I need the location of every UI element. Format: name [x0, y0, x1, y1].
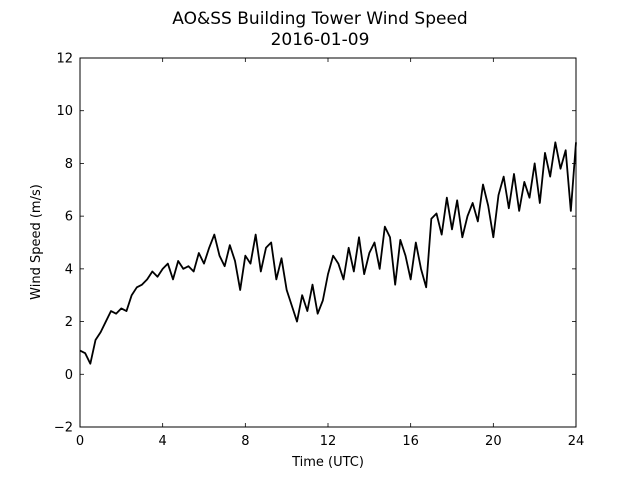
y-axis-label: Wind Speed (m/s) — [29, 184, 44, 300]
x-tick-label: 20 — [485, 434, 502, 449]
plot-frame — [79, 57, 577, 428]
y-tick-label: 6 — [65, 210, 73, 225]
y-tick-label: 8 — [65, 157, 73, 172]
chart-title: AO&SS Building Tower Wind Speed — [172, 9, 467, 29]
chart-subtitle: 2016-01-09 — [271, 30, 370, 50]
data-line — [79, 141, 577, 365]
x-tick-label: 16 — [402, 434, 419, 449]
x-tick-label: 0 — [76, 434, 84, 449]
y-tick-label: 10 — [56, 104, 73, 119]
y-tick-label: 4 — [65, 262, 73, 277]
x-tick-label: 24 — [568, 434, 585, 449]
y-tick-label: 0 — [65, 368, 73, 383]
y-tick-label: 2 — [65, 315, 73, 330]
x-tick-label: 12 — [320, 434, 337, 449]
x-tick-label: 4 — [159, 434, 167, 449]
y-tick-label: −2 — [54, 421, 73, 436]
x-axis-label: Time (UTC) — [291, 455, 364, 470]
x-tick-label: 8 — [241, 434, 249, 449]
y-tick-label: 12 — [56, 52, 73, 67]
